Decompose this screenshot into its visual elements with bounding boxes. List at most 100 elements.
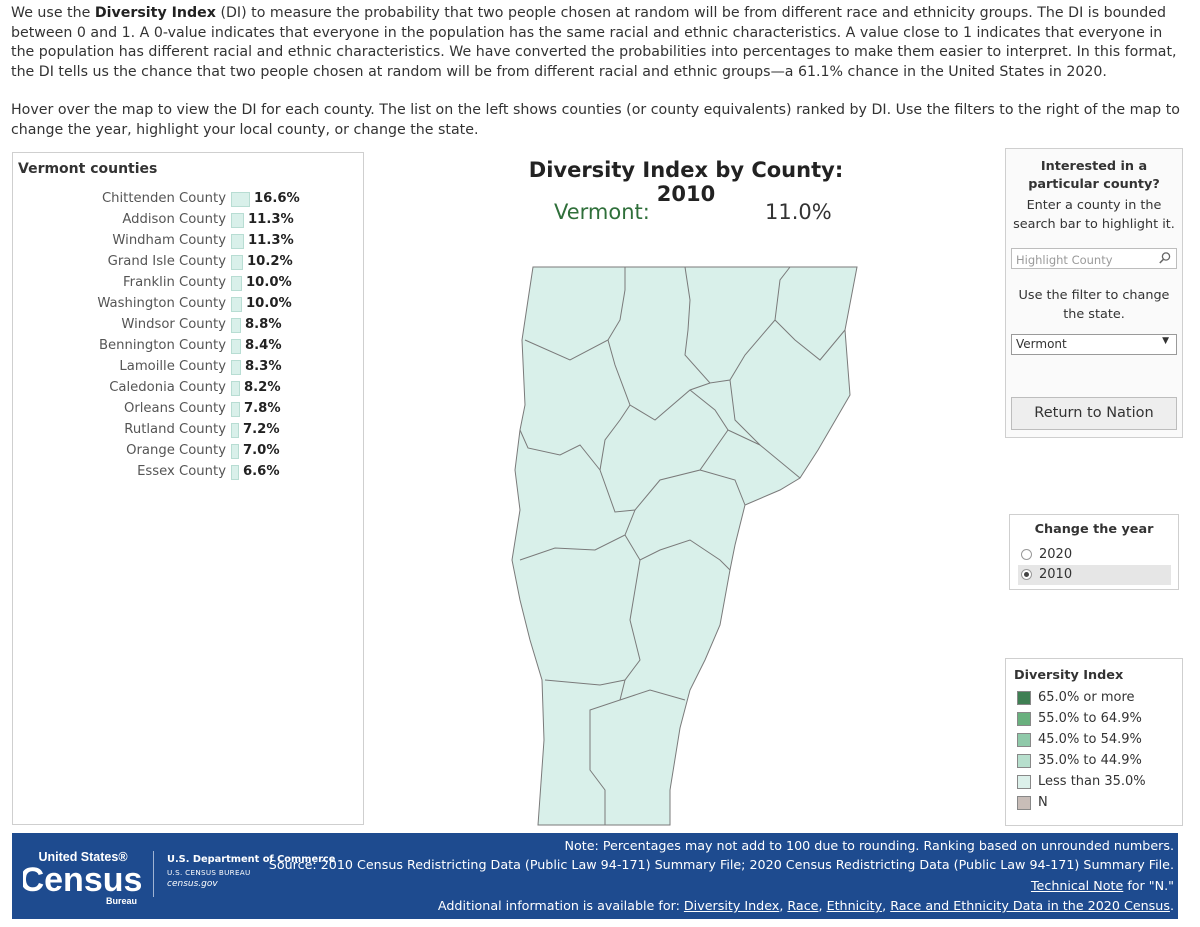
county-rank-row[interactable]: Franklin County 10.0% bbox=[13, 273, 363, 294]
county-rank-row[interactable]: Addison County 11.3% bbox=[13, 210, 363, 231]
radio-selected-icon[interactable] bbox=[1021, 569, 1032, 580]
year-option-2020[interactable]: 2020 bbox=[1018, 545, 1171, 565]
county-name: Essex County bbox=[137, 464, 226, 479]
county-value-bar bbox=[231, 276, 242, 291]
vermont-outline[interactable] bbox=[511, 266, 858, 826]
bureau-name: U.S. CENSUS BUREAU bbox=[167, 868, 251, 877]
footer-note: Note: Percentages may not add to 100 due… bbox=[564, 838, 1175, 853]
legend-swatch bbox=[1017, 712, 1031, 726]
county-border bbox=[684, 266, 791, 384]
filter-hint: Enter a county in the search bar to high… bbox=[1013, 198, 1175, 232]
county-list-panel: Vermont counties Chittenden County 16.6% A… bbox=[12, 152, 364, 825]
county-value-bar bbox=[231, 339, 241, 354]
county-rank-row[interactable]: Caledonia County 8.2% bbox=[13, 378, 363, 399]
logo-main-text: Census bbox=[23, 861, 142, 899]
census-bureau-logo[interactable]: United States® Census Bureau bbox=[23, 849, 143, 907]
legend-swatch bbox=[1017, 733, 1031, 747]
vermont-county-map[interactable] bbox=[505, 262, 865, 827]
county-name: Orange County bbox=[126, 443, 226, 458]
filter-question: Interested in a particular county? bbox=[1028, 159, 1160, 192]
county-value-bar bbox=[231, 360, 241, 375]
legend-label: 55.0% to 64.9% bbox=[1038, 711, 1142, 726]
county-border bbox=[699, 469, 746, 506]
footer-additional-info: Additional information is available for:… bbox=[437, 898, 1174, 913]
year-option-2010[interactable]: 2010 bbox=[1018, 565, 1171, 585]
logo-divider bbox=[153, 851, 154, 897]
state-dropdown-value: Vermont bbox=[1016, 337, 1067, 351]
county-border bbox=[619, 689, 686, 701]
diversity-index-link[interactable]: Diversity Index bbox=[683, 898, 780, 913]
county-rank-row[interactable]: Lamoille County 8.3% bbox=[13, 357, 363, 378]
county-value-label: 10.2% bbox=[247, 254, 293, 269]
county-value-bar bbox=[231, 381, 240, 396]
year-selector-title: Change the year bbox=[1034, 522, 1154, 537]
intro-text: We use the Diversity Index (DI) to measu… bbox=[11, 4, 1186, 141]
map-title: Diversity Index by County: 2010 bbox=[528, 158, 844, 206]
county-value-bar bbox=[231, 444, 239, 459]
county-name: Rutland County bbox=[124, 422, 226, 437]
county-value-bar bbox=[231, 255, 243, 270]
county-border bbox=[607, 339, 711, 421]
county-value-bar bbox=[231, 402, 240, 417]
county-value-bar bbox=[231, 234, 244, 249]
county-rank-row[interactable]: Orange County 7.0% bbox=[13, 441, 363, 462]
county-rank-row[interactable]: Grand Isle County 10.2% bbox=[13, 252, 363, 273]
county-name: Chittenden County bbox=[101, 191, 226, 206]
return-to-nation-button[interactable]: Return to Nation bbox=[1011, 397, 1177, 430]
county-list-title: Vermont counties bbox=[18, 161, 158, 177]
county-border bbox=[519, 509, 636, 561]
county-value-label: 7.2% bbox=[243, 422, 280, 437]
county-value-label: 8.8% bbox=[245, 317, 282, 332]
legend-label: 45.0% to 54.9% bbox=[1038, 732, 1142, 747]
legend-label: 65.0% or more bbox=[1038, 690, 1135, 705]
county-search-box[interactable] bbox=[1011, 248, 1177, 269]
intro-paragraph-1: We use the Diversity Index (DI) to measu… bbox=[11, 5, 1177, 80]
county-name: Windham County bbox=[112, 233, 226, 248]
county-border bbox=[774, 319, 846, 361]
county-rank-row[interactable]: Rutland County 7.2% bbox=[13, 420, 363, 441]
county-name: Franklin County bbox=[123, 275, 226, 290]
legend-panel: Diversity Index 65.0% or more 55.0% to 64… bbox=[1005, 658, 1183, 826]
county-value-label: 10.0% bbox=[246, 275, 292, 290]
state-dropdown[interactable]: Vermont ▼ bbox=[1011, 334, 1177, 355]
county-rank-row[interactable]: Essex County 6.6% bbox=[13, 462, 363, 483]
county-rank-row[interactable]: Chittenden County 16.6% bbox=[13, 189, 363, 210]
county-search-input[interactable] bbox=[1012, 251, 1156, 269]
county-value-bar bbox=[231, 423, 239, 438]
logo-sub-text: Bureau bbox=[106, 896, 137, 906]
search-icon[interactable] bbox=[1158, 251, 1172, 265]
county-value-label: 7.0% bbox=[243, 443, 280, 458]
county-rank-row[interactable]: Washington County 10.0% bbox=[13, 294, 363, 315]
county-value-bar bbox=[231, 318, 241, 333]
county-border bbox=[519, 429, 601, 471]
technical-note-link[interactable]: Technical Note bbox=[1030, 878, 1124, 893]
county-rank-row[interactable]: Windham County 11.3% bbox=[13, 231, 363, 252]
county-value-label: 8.3% bbox=[245, 359, 282, 374]
race-ethnicity-2020-link[interactable]: Race and Ethnicity Data in the 2020 Cens… bbox=[890, 898, 1170, 913]
county-name: Lamoille County bbox=[119, 359, 226, 374]
legend-swatch bbox=[1017, 775, 1031, 789]
county-border bbox=[727, 429, 761, 446]
legend-label: 35.0% to 44.9% bbox=[1038, 753, 1142, 768]
department-name: U.S. Department of Commerce bbox=[167, 854, 336, 865]
diversity-index-term: Diversity Index bbox=[94, 5, 216, 21]
county-rank-row[interactable]: Bennington County 8.4% bbox=[13, 336, 363, 357]
radio-icon[interactable] bbox=[1021, 549, 1032, 560]
county-value-bar bbox=[231, 213, 244, 228]
footer: United States® Census Bureau U.S. Depart… bbox=[12, 833, 1178, 919]
county-value-label: 6.6% bbox=[243, 464, 280, 479]
county-name: Windsor County bbox=[121, 317, 226, 332]
footer-source: Source: 2010 Census Redistricting Data (… bbox=[268, 857, 1174, 872]
county-border bbox=[729, 379, 801, 479]
chevron-down-icon: ▼ bbox=[1162, 336, 1169, 346]
county-rank-row[interactable]: Orleans County 7.8% bbox=[13, 399, 363, 420]
county-value-label: 8.4% bbox=[245, 338, 282, 353]
state-label: Vermont: bbox=[554, 200, 650, 224]
county-rank-row[interactable]: Windsor County 8.8% bbox=[13, 315, 363, 336]
county-value-label: 16.6% bbox=[254, 191, 300, 206]
ethnicity-link[interactable]: Ethnicity bbox=[826, 898, 883, 913]
race-link[interactable]: Race bbox=[787, 898, 819, 913]
county-border bbox=[624, 534, 731, 571]
county-value-label: 8.2% bbox=[244, 380, 281, 395]
county-value-label: 7.8% bbox=[244, 401, 281, 416]
